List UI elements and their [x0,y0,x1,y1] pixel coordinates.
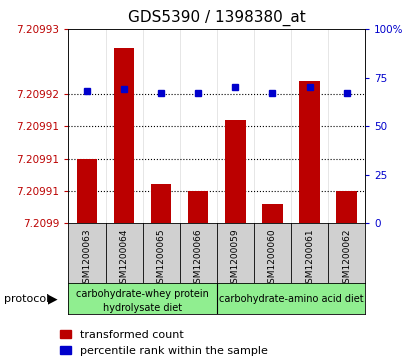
Bar [114,48,134,223]
Text: GSM1200061: GSM1200061 [305,228,314,289]
Title: GDS5390 / 1398380_at: GDS5390 / 1398380_at [128,10,306,26]
Legend: transformed count, percentile rank within the sample: transformed count, percentile rank withi… [59,330,267,356]
Text: ▶: ▶ [48,292,57,305]
Text: protocol: protocol [4,294,49,303]
Bar [151,184,171,223]
Text: GSM1200059: GSM1200059 [231,228,240,289]
Bar [188,191,208,223]
Text: hydrolysate diet: hydrolysate diet [103,303,182,313]
Bar [262,204,283,223]
Text: GSM1200060: GSM1200060 [268,228,277,289]
Text: GSM1200062: GSM1200062 [342,228,351,289]
Text: carbohydrate-amino acid diet: carbohydrate-amino acid diet [219,294,363,303]
Bar [77,159,97,223]
Bar [225,120,246,223]
Bar [337,191,357,223]
Text: GSM1200065: GSM1200065 [157,228,166,289]
Text: GSM1200064: GSM1200064 [120,228,129,289]
Text: carbohydrate-whey protein: carbohydrate-whey protein [76,289,209,299]
Text: GSM1200066: GSM1200066 [194,228,203,289]
Text: GSM1200063: GSM1200063 [83,228,92,289]
Bar [299,81,320,223]
